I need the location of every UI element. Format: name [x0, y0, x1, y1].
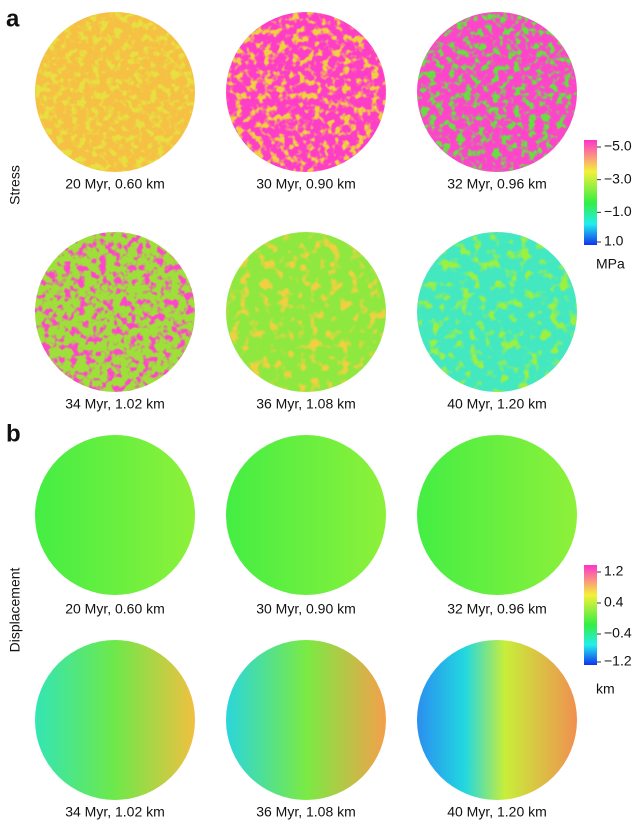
side-label: Stress [7, 165, 23, 205]
colorbar-tick-label: −3.0 [604, 170, 632, 186]
sphere-caption: 20 Myr, 0.60 km [65, 176, 165, 192]
colorbar-tick-label: 1.2 [604, 563, 624, 579]
sphere-caption: 32 Myr, 0.96 km [447, 601, 547, 617]
sphere-caption: 40 Myr, 1.20 km [447, 804, 547, 820]
colorbar-tick-label: −1.0 [604, 203, 632, 219]
colorbar-tick-label: 0.4 [604, 594, 624, 610]
sphere [35, 435, 195, 595]
panel-label: b [6, 420, 21, 447]
sphere-texture [35, 232, 195, 392]
colorbar-tick-label: −1.2 [604, 653, 632, 669]
colorbar-tick-label: −0.4 [604, 625, 632, 641]
sphere-texture [417, 12, 577, 172]
sphere [226, 640, 386, 800]
sphere-caption: 32 Myr, 0.96 km [447, 176, 547, 192]
colorbar-unit: km [596, 681, 615, 697]
sphere-texture [35, 12, 195, 172]
sphere-caption: 30 Myr, 0.90 km [256, 176, 356, 192]
panel-label: a [6, 5, 20, 32]
sphere-caption: 20 Myr, 0.60 km [65, 601, 165, 617]
colorbar [584, 565, 597, 665]
sphere [417, 435, 577, 595]
colorbar-tick-label: −5.0 [604, 138, 632, 154]
sphere-caption: 36 Myr, 1.08 km [256, 396, 356, 412]
sphere-caption: 34 Myr, 1.02 km [65, 396, 165, 412]
colorbar [584, 140, 597, 245]
sphere-caption: 40 Myr, 1.20 km [447, 396, 547, 412]
sphere [226, 435, 386, 595]
sphere-texture [226, 12, 386, 172]
sphere-caption: 30 Myr, 0.90 km [256, 601, 356, 617]
sphere-texture [417, 232, 577, 392]
colorbar-tick-label: 1.0 [604, 233, 624, 249]
sphere [35, 640, 195, 800]
sphere-caption: 36 Myr, 1.08 km [256, 804, 356, 820]
sphere [417, 640, 577, 800]
sphere-texture [226, 232, 386, 392]
sphere-caption: 34 Myr, 1.02 km [65, 804, 165, 820]
colorbar-unit: MPa [596, 256, 625, 272]
side-label: Displacement [7, 567, 23, 652]
